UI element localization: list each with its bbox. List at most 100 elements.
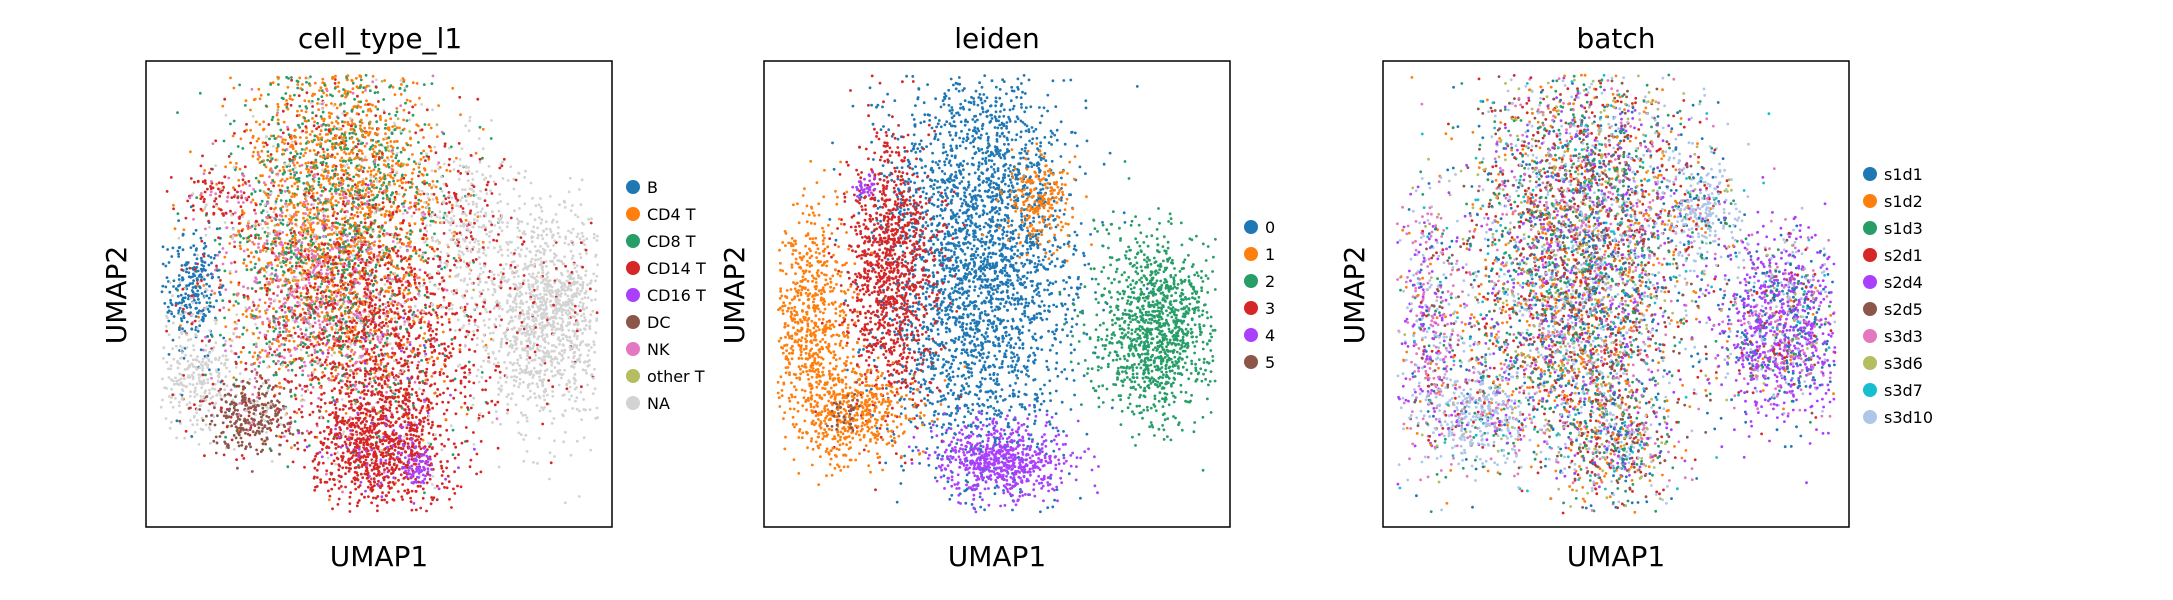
scatter-point [359,105,362,109]
scatter-point [251,393,255,396]
scatter-point [414,196,418,200]
scatter-point [427,311,431,315]
scatter-point [328,114,331,118]
scatter-point [343,312,347,316]
scatter-point [291,192,295,196]
scatter-point [256,357,259,361]
scatter-point [536,462,539,465]
scatter-point [232,293,236,296]
scatter-point [320,95,324,98]
scatter-point [309,323,313,327]
scatter-point [474,151,478,155]
scatter-point [401,164,404,168]
scatter-point [366,389,370,393]
scatter-point [472,431,475,434]
scatter-point [291,168,295,171]
scatter-point [367,225,370,229]
scatter-point [398,240,402,244]
scatter-point [435,394,439,398]
scatter-point [384,148,388,152]
scatter-point [427,145,431,148]
scatter-point [320,136,324,140]
scatter-point [318,132,322,136]
scatter-point [330,371,333,375]
scatter-point [367,305,371,309]
scatter-point [405,327,408,331]
scatter-point [302,271,306,275]
scatter-point [342,430,346,433]
scatter-point [303,231,307,235]
scatter-point [470,337,474,341]
scatter-point [304,284,308,288]
scatter-point [383,177,386,181]
scatter-point [269,167,273,171]
scatter-point [331,221,334,225]
scatter-point [467,380,471,383]
scatter-point [279,128,283,132]
scatter-point [365,142,369,145]
scatter-point [368,295,372,299]
scatter-point [294,357,298,361]
scatter-point [295,290,299,293]
scatter-point [415,82,419,85]
scatter-point [283,361,287,365]
scatter-point [287,290,290,293]
scatter-point [303,269,307,273]
scatter-point [370,390,373,394]
scatter-point [286,465,290,469]
scatter-point [371,74,375,78]
scatter-point [411,81,415,85]
scatter-point [414,252,418,255]
scatter-point [334,262,338,266]
scatter-point [420,103,423,106]
scatter-point [400,372,404,376]
scatter-point [418,170,421,174]
scatter-point [305,80,308,84]
scatter-point [410,298,413,302]
scatter-point [276,75,280,79]
scatter-point [257,137,260,141]
scatter-point [302,216,305,220]
scatter-point [359,220,363,224]
scatter-point [407,180,410,184]
scatter-point [341,193,345,197]
scatter-point [307,140,311,144]
scatter-point [407,407,411,411]
scatter-point [223,255,227,259]
scatter-point [337,90,341,93]
scatter-point [487,356,491,359]
scatter-point [347,252,350,256]
scatter-point [357,240,360,244]
scatter-point [403,199,407,203]
scatter-point [391,168,395,172]
scatter-point [383,294,386,298]
scatter-point [314,164,318,167]
scatter-point [309,165,313,169]
scatter-point [268,137,271,141]
scatter-point [335,324,339,327]
scatter-point [448,269,452,272]
scatter-point [264,311,268,315]
scatter-point [440,323,444,326]
scatter-point [234,378,238,382]
scatter-point [395,154,398,157]
scatter-point [371,203,375,207]
scatter-point [253,266,257,269]
scatter-point [345,234,349,238]
scatter-point [321,363,324,367]
scatter-point [326,301,329,305]
scatter-point [457,453,460,456]
scatter-point [330,310,334,313]
scatter-point [316,253,320,256]
scatter-point [330,102,333,105]
scatter-point [270,353,274,357]
scatter-point [343,120,347,124]
scatter-point [341,344,345,347]
scatter-point [320,376,324,379]
scatter-point [448,320,451,324]
scatter-point [378,390,381,393]
scatter-point [339,262,343,266]
scatter-point [334,74,337,78]
scatter-point [450,506,453,509]
scatter-point [408,263,411,266]
